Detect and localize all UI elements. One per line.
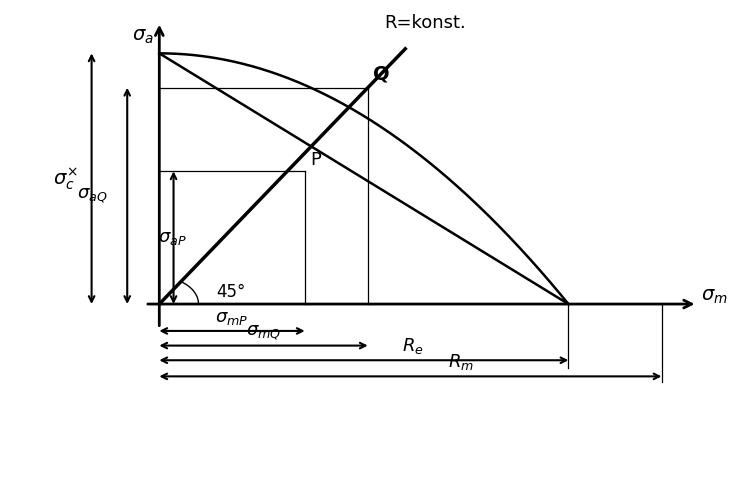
Text: Q: Q [373, 65, 390, 84]
Text: $\sigma_m$: $\sigma_m$ [701, 287, 728, 306]
Text: $R_m$: $R_m$ [448, 352, 473, 372]
Text: $\sigma_{aQ}$: $\sigma_{aQ}$ [76, 186, 107, 205]
Text: $\sigma_{mP}$: $\sigma_{mP}$ [215, 309, 248, 327]
Text: $\sigma_{aP}$: $\sigma_{aP}$ [158, 229, 187, 247]
Text: $\sigma_a$: $\sigma_a$ [132, 27, 154, 46]
Text: 45°: 45° [216, 283, 245, 301]
Text: R=konst.: R=konst. [384, 14, 466, 32]
Text: $\sigma_{mQ}$: $\sigma_{mQ}$ [246, 323, 281, 341]
Text: $R_e$: $R_e$ [402, 336, 424, 356]
Text: P: P [310, 151, 321, 169]
Text: $\sigma_c^{\times}$: $\sigma_c^{\times}$ [52, 166, 77, 192]
